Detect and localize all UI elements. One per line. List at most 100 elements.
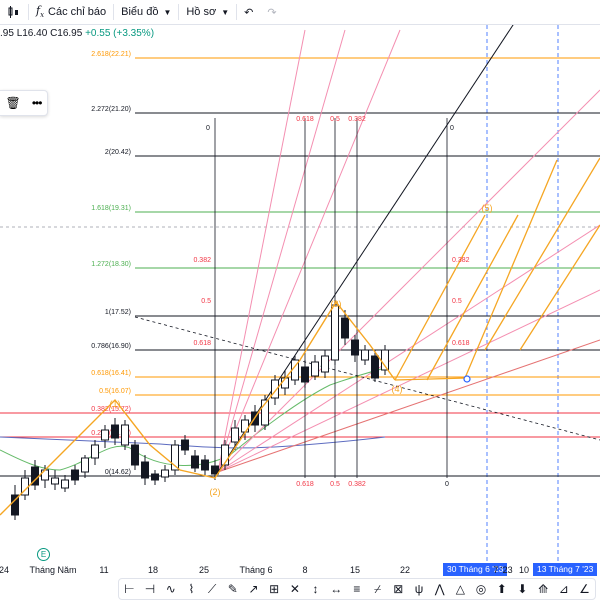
xaxis-label: 11 bbox=[99, 565, 109, 575]
hline-tool[interactable]: ⊢ bbox=[124, 582, 135, 596]
date-badge-end: 13 Tháng 7 '23 bbox=[533, 563, 598, 576]
fan-bottom-label: 0.382 bbox=[348, 481, 366, 488]
xaxis-label: 24 bbox=[0, 565, 10, 575]
xaxis-label: Tháng 6 bbox=[239, 565, 273, 575]
fan-right-label: 0.382 bbox=[452, 257, 470, 264]
ohlc-close: C16.95 bbox=[50, 28, 83, 39]
symbol-style-button[interactable] bbox=[0, 0, 28, 24]
time-axis[interactable]: 24 Tháng Năm 11 18 25 Tháng 6 8 15 22 30… bbox=[0, 562, 600, 578]
chart-menu-button[interactable]: Biểu đồ ▼ bbox=[114, 0, 178, 24]
xaxis-label: 10 bbox=[518, 565, 530, 575]
xaxis-label: 8 bbox=[302, 565, 308, 575]
fib-level-label: 2.272(21.20) bbox=[91, 106, 131, 113]
xaxis-label: 25 bbox=[198, 565, 210, 575]
fan-right-label: 0.618 bbox=[452, 340, 470, 347]
fib-fan-tool[interactable]: ⌿ bbox=[373, 582, 382, 596]
redo-button[interactable]: ↷ bbox=[260, 0, 283, 24]
separator bbox=[28, 4, 29, 20]
triangle-tool[interactable]: △ bbox=[455, 582, 465, 596]
date-badge-start: 30 Tháng 6 '23 bbox=[443, 563, 508, 576]
brush-tool[interactable]: ✎ bbox=[227, 582, 238, 596]
projection-tool[interactable]: ⟰ bbox=[538, 582, 549, 596]
elliott-wave[interactable] bbox=[0, 300, 396, 516]
fan-top-label: 0.382 bbox=[348, 116, 366, 123]
more-icon[interactable]: ••• bbox=[31, 96, 43, 110]
xaxis-label: 7 '23 bbox=[493, 565, 513, 575]
fan-right-label: 0.5 bbox=[452, 298, 462, 305]
earnings-marker[interactable]: E bbox=[37, 548, 50, 561]
price-chart[interactable]: 2.618(22.21) 2.272(21.20) 2(20.42) 1.618(19… bbox=[0, 25, 600, 562]
long-position-tool[interactable]: ⬆ bbox=[496, 582, 507, 596]
fan-bottom-label: 0.5 bbox=[330, 481, 340, 488]
indicators-button[interactable]: fx Các chỉ báo bbox=[29, 0, 113, 24]
profile-label: Hồ sơ bbox=[186, 6, 217, 18]
ohlc-change: +0.55 (+3.35%) bbox=[85, 28, 155, 39]
wave-label: (2) bbox=[210, 487, 221, 497]
fib-retracement[interactable]: 2.618(22.21) 2.272(21.20) 2(20.42) 1.618(19… bbox=[0, 51, 600, 477]
pitchfork-tool[interactable]: ψ bbox=[414, 582, 424, 596]
drawing-toolbar: ⊢ ⊣ ∿ ⌇ ⟋ ✎ ↗ ⊞ ✕ ↕ ↔ ≡ ⌿ ⊠ ψ ⋀ △ ◎ ⬆ ⬇ ⟰ ⊿ ∠ bbox=[118, 578, 596, 600]
price-range-tool[interactable]: ↕ bbox=[312, 582, 319, 596]
candlesticks bbox=[11, 300, 389, 520]
xaxis-label: 22 bbox=[399, 565, 411, 575]
short-position-tool[interactable]: ⬇ bbox=[517, 582, 528, 596]
drawing-floating-toolbar: 🗑 ••• bbox=[0, 90, 48, 116]
vline-tool[interactable]: ⊣ bbox=[144, 582, 156, 596]
fib-circle-tool[interactable]: ◎ bbox=[475, 582, 487, 596]
fib-retracement-tool[interactable]: ≡ bbox=[353, 582, 361, 596]
fan-left-label: 0.382 bbox=[193, 257, 211, 264]
trend-tool[interactable]: ⟋ bbox=[207, 582, 217, 596]
fib-level-label: 2.618(22.21) bbox=[91, 51, 131, 58]
separator bbox=[113, 4, 115, 20]
ohlc-low: L16.40 bbox=[16, 28, 48, 39]
xaxis-label: 18 bbox=[147, 565, 159, 575]
gann-tool[interactable]: ⊠ bbox=[393, 582, 404, 596]
separator bbox=[178, 4, 180, 20]
ohlc-legend: .95 L16.40 C16.95 +0.55 (+3.35%) bbox=[0, 28, 154, 39]
abcd-tool[interactable]: ⋀ bbox=[434, 582, 445, 596]
separator bbox=[236, 4, 238, 20]
arrow-tool[interactable]: ↗ bbox=[248, 582, 259, 596]
fan-bottom-label: 0 bbox=[445, 481, 449, 488]
chevron-down-icon: ▼ bbox=[221, 7, 230, 17]
fib-level-label: 0.382(15.72) bbox=[91, 406, 131, 413]
wave-label: (1) bbox=[110, 399, 121, 409]
xaxis-label: 15 bbox=[349, 565, 361, 575]
fib-level-label: 0.618(16.41) bbox=[91, 370, 131, 377]
fan-top-label: 0.5 bbox=[330, 116, 340, 123]
drawing-handle[interactable] bbox=[463, 375, 471, 383]
function-icon: fx bbox=[36, 4, 45, 20]
fib-level-label: 0.786(16.90) bbox=[91, 343, 131, 350]
fib-level-label: 0(14.62) bbox=[105, 469, 131, 476]
wave-label: (5) bbox=[482, 203, 493, 213]
fib-level-label: 2(20.42) bbox=[105, 149, 131, 156]
fan-left-label: 0.5 bbox=[201, 298, 211, 305]
measure-tool[interactable]: ⊞ bbox=[269, 582, 280, 596]
chart-label: Biểu đồ bbox=[121, 6, 159, 18]
fib-level-label: 1.618(19.31) bbox=[91, 205, 131, 212]
fan-bottom-label: 0.618 bbox=[296, 481, 314, 488]
redo-icon: ↷ bbox=[267, 6, 277, 19]
profile-menu-button[interactable]: Hồ sơ ▼ bbox=[179, 0, 236, 24]
undo-button[interactable]: ↶ bbox=[237, 0, 260, 24]
cross-tool[interactable]: ✕ bbox=[289, 582, 300, 596]
fib-level-label: 1.272(18.30) bbox=[91, 261, 131, 268]
fan-top-label: 0.618 bbox=[296, 116, 314, 123]
fib-fan-lines[interactable] bbox=[217, 25, 600, 473]
candles-icon bbox=[8, 6, 18, 18]
projection-lines[interactable] bbox=[394, 157, 600, 381]
trash-icon[interactable]: 🗑 bbox=[5, 96, 21, 110]
ohlc-prefix: .95 bbox=[0, 28, 14, 39]
top-toolbar: fx Các chỉ báo Biểu đồ ▼ Hồ sơ ▼ ↶ ↷ bbox=[0, 0, 600, 25]
indicators-label: Các chỉ báo bbox=[48, 6, 107, 18]
fan-left-label: 0.618 bbox=[193, 340, 211, 347]
fan-top-label: 0 bbox=[206, 125, 210, 132]
ma-fast-line bbox=[0, 367, 386, 471]
dashed-trendline bbox=[134, 316, 600, 441]
pattern-tool[interactable]: ∿ bbox=[165, 582, 176, 596]
date-range-tool[interactable]: ↔ bbox=[330, 582, 343, 596]
fib-level-label: 1(17.52) bbox=[105, 309, 131, 316]
wedge-tool[interactable]: ⊿ bbox=[558, 582, 569, 596]
angle-tool[interactable]: ∠ bbox=[579, 582, 590, 596]
elliott-tool[interactable]: ⌇ bbox=[188, 582, 195, 596]
